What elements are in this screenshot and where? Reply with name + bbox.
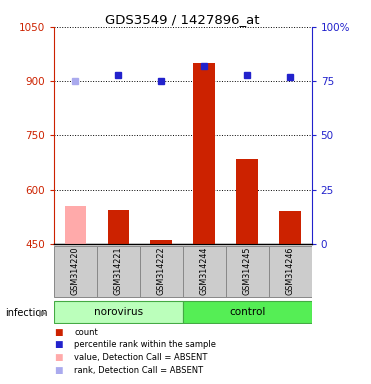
Text: GSM314222: GSM314222 (157, 246, 166, 295)
Text: norovirus: norovirus (94, 307, 143, 317)
Text: infection: infection (6, 308, 48, 318)
Text: GSM314246: GSM314246 (286, 247, 295, 295)
Bar (279, 211, 301, 244)
Bar (108, 210, 129, 244)
Text: control: control (229, 307, 265, 317)
FancyBboxPatch shape (54, 246, 97, 297)
Bar (151, 240, 172, 244)
Bar (193, 63, 215, 244)
Bar (65, 206, 86, 244)
FancyBboxPatch shape (226, 246, 269, 297)
Text: ■: ■ (54, 340, 62, 349)
Text: value, Detection Call = ABSENT: value, Detection Call = ABSENT (74, 353, 208, 362)
Text: ■: ■ (54, 328, 62, 337)
FancyBboxPatch shape (54, 301, 183, 323)
FancyBboxPatch shape (269, 246, 312, 297)
Bar (236, 159, 258, 244)
FancyBboxPatch shape (97, 246, 140, 297)
FancyBboxPatch shape (140, 246, 183, 297)
Text: GSM314244: GSM314244 (200, 247, 209, 295)
Text: GSM314245: GSM314245 (243, 247, 252, 295)
Text: GSM314221: GSM314221 (114, 247, 123, 295)
Text: count: count (74, 328, 98, 337)
Text: ▶: ▶ (39, 308, 46, 318)
Text: GSM314220: GSM314220 (71, 247, 80, 295)
FancyBboxPatch shape (183, 246, 226, 297)
Text: ■: ■ (54, 353, 62, 362)
FancyBboxPatch shape (183, 301, 312, 323)
Title: GDS3549 / 1427896_at: GDS3549 / 1427896_at (105, 13, 260, 26)
Text: rank, Detection Call = ABSENT: rank, Detection Call = ABSENT (74, 366, 203, 375)
Text: ■: ■ (54, 366, 62, 375)
Text: percentile rank within the sample: percentile rank within the sample (74, 340, 216, 349)
